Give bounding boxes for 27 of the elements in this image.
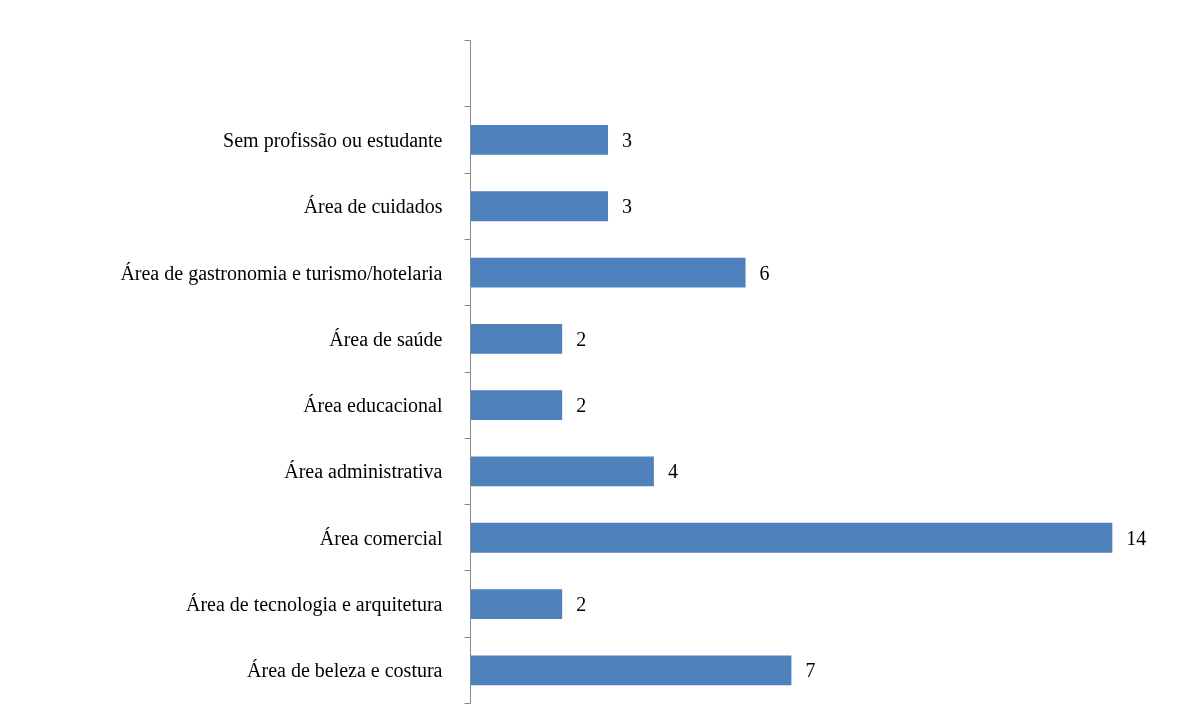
- bar: [470, 522, 1113, 553]
- data-label: 2: [576, 327, 587, 350]
- data-label: 2: [576, 593, 587, 616]
- y-tick-label: Área de beleza e costura: [247, 659, 443, 682]
- bar: [470, 456, 654, 487]
- data-label: 7: [805, 659, 816, 682]
- bar: [470, 125, 609, 155]
- bar: [470, 655, 792, 686]
- bar: [470, 323, 563, 354]
- y-tick-label: Área de cuidados: [303, 195, 443, 218]
- y-tick-label: Área comercial: [319, 526, 443, 549]
- y-tick-label: Área de gastronomia e turismo/hotelaria: [120, 261, 443, 285]
- y-tick-label: Área educacional: [303, 394, 443, 417]
- bar: [470, 589, 563, 619]
- bar: [470, 257, 746, 288]
- y-tick-label: Área de saúde: [329, 327, 443, 350]
- data-label: 14: [1126, 526, 1147, 549]
- data-label: 6: [759, 261, 770, 284]
- bar: [470, 390, 563, 421]
- bar: [470, 191, 609, 222]
- data-label: 3: [622, 128, 633, 151]
- y-tick-label: Área de tecnologia e arquitetura: [185, 593, 443, 617]
- y-tick-label: Área administrativa: [284, 460, 443, 483]
- data-label: 2: [576, 394, 587, 417]
- data-label: 4: [667, 460, 678, 483]
- y-tick-label: Sem profissão ou estudante: [223, 128, 443, 152]
- data-label: 3: [622, 195, 633, 218]
